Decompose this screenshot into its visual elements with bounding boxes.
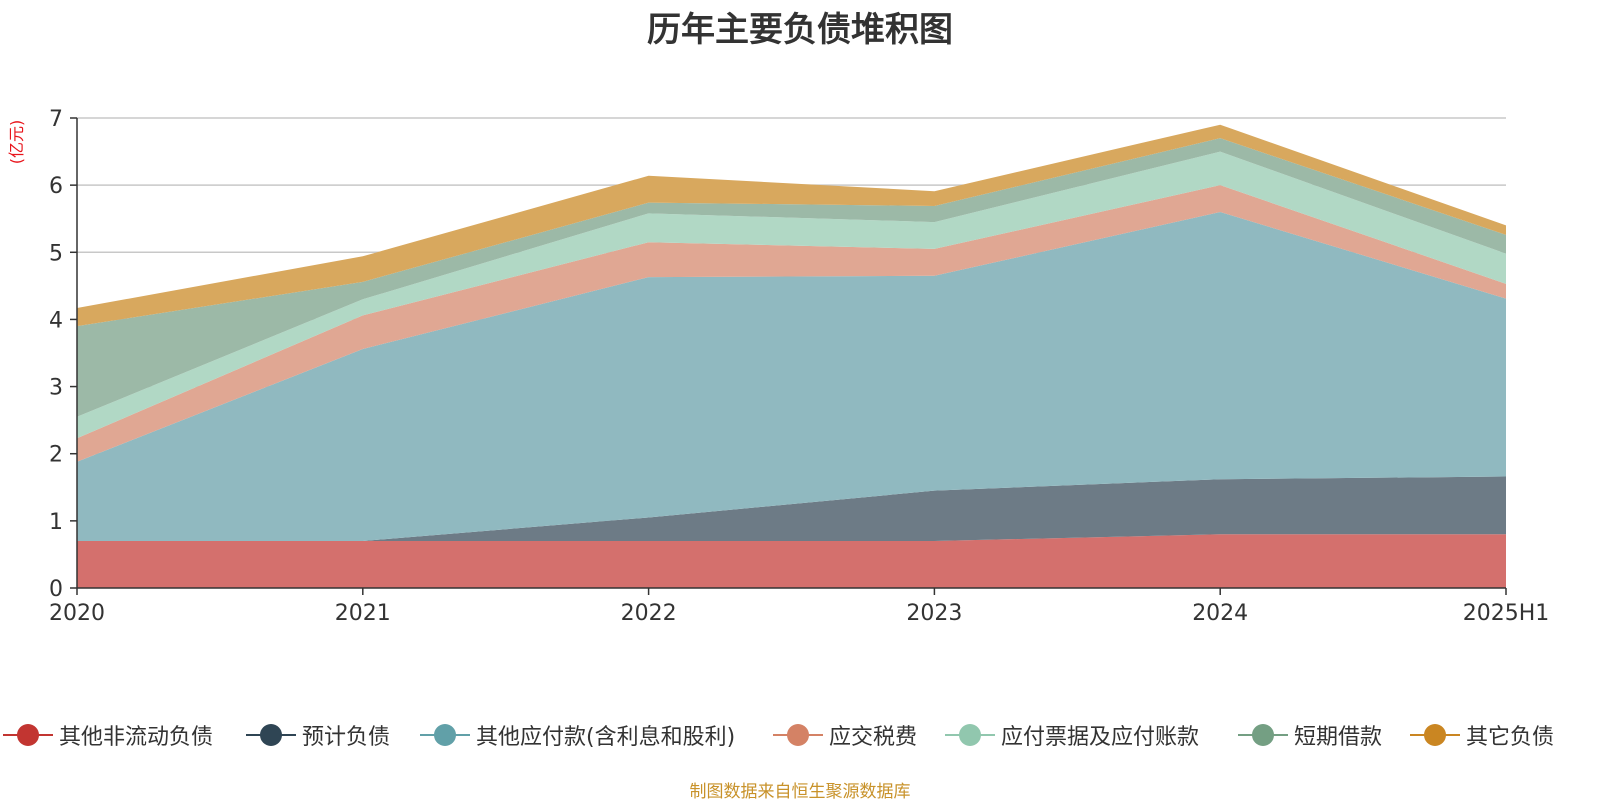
- legend-label: 应交税费: [829, 725, 918, 750]
- source-note: 制图数据来自恒生聚源数据库: [689, 782, 911, 802]
- area-series-0: [77, 534, 1506, 588]
- legend-marker-icon: [773, 718, 823, 752]
- legend-item[interactable]: 短期借款: [1238, 718, 1382, 752]
- legend-item[interactable]: 其它负债: [1410, 718, 1554, 752]
- x-tick-label: 2025H1: [1463, 601, 1550, 626]
- y-tick-label: 6: [49, 174, 63, 199]
- axes: 0 1 2 3 4 5 6 7 2020 2021 2022 2023 2024 2025H1: [49, 107, 1549, 626]
- y-tick-label: 4: [49, 308, 63, 333]
- legend-item[interactable]: 应交税费: [773, 718, 917, 752]
- legend-label: 应付票据及应付账款: [1001, 725, 1200, 750]
- legend-marker-icon: [246, 718, 296, 752]
- stacked-areas: [77, 124, 1506, 588]
- x-tick-label: 2024: [1192, 601, 1248, 626]
- legend-label: 其它负债: [1466, 725, 1555, 750]
- legend-label: 短期借款: [1294, 725, 1383, 750]
- legend-marker-icon: [945, 718, 995, 752]
- legend-item[interactable]: 其他应付款(含利息和股利): [420, 718, 735, 752]
- x-tick-label: 2020: [49, 601, 105, 626]
- y-tick-label: 7: [49, 107, 63, 132]
- area-series-1: [77, 476, 1506, 541]
- legend-item[interactable]: 预计负债: [246, 718, 390, 752]
- y-tick-label: 5: [49, 241, 63, 266]
- legend-marker-icon: [1410, 718, 1460, 752]
- y-tick-label: 0: [49, 577, 63, 602]
- legend-marker-icon: [3, 718, 53, 752]
- y-tick-label: 3: [49, 376, 63, 401]
- x-tick-label: 2023: [906, 601, 962, 626]
- x-tick-label: 2021: [335, 601, 391, 626]
- legend-item[interactable]: 其他非流动负债: [3, 718, 213, 752]
- legend: 其他非流动负债 预计负债 其他应付款(含利息和股利) 应交税费 应付票据及应付账款 短期借…: [0, 718, 1600, 752]
- area-series-3: [77, 185, 1506, 462]
- legend-label: 预计负债: [302, 725, 391, 750]
- legend-marker-icon: [420, 718, 470, 752]
- y-tick-label: 2: [49, 443, 63, 468]
- legend-label: 其他非流动负债: [59, 725, 214, 750]
- legend-item[interactable]: 应付票据及应付账款: [945, 718, 1199, 752]
- y-axis-unit-label: (亿元): [7, 120, 26, 165]
- y-tick-label: 1: [49, 510, 63, 535]
- area-series-2: [77, 212, 1506, 541]
- legend-label: 其他应付款(含利息和股利): [476, 725, 736, 750]
- chart-title: 历年主要负债堆积图: [647, 10, 953, 50]
- legend-marker-icon: [1238, 718, 1288, 752]
- x-tick-label: 2022: [621, 601, 677, 626]
